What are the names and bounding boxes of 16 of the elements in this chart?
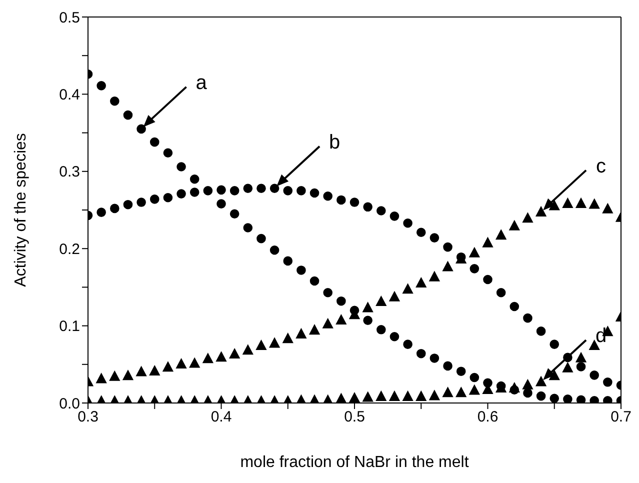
- annotation: b: [328, 131, 340, 154]
- y-axis-title: Activity of the species: [12, 133, 30, 287]
- x-tick-label: 0.4: [210, 408, 232, 426]
- y-tick-label: 0.2: [59, 240, 80, 258]
- y-tick-label: 0.5: [59, 9, 80, 26]
- y-tick-label: 0.4: [59, 86, 80, 104]
- x-tick-label: 0.5: [344, 408, 365, 426]
- annotation: c: [596, 155, 606, 178]
- annotation: a: [196, 72, 208, 94]
- x-tick-label: 0.6: [477, 408, 498, 426]
- x-axis-title: mole fraction of NaBr in the melt: [240, 454, 470, 471]
- x-tick-label: 0.3: [78, 408, 98, 426]
- y-tick-label: 0.3: [59, 164, 80, 181]
- y-tick-label: 0.0: [59, 395, 80, 412]
- x-tick-label: 0.7: [610, 408, 632, 426]
- y-tick-label: 0.1: [59, 318, 80, 336]
